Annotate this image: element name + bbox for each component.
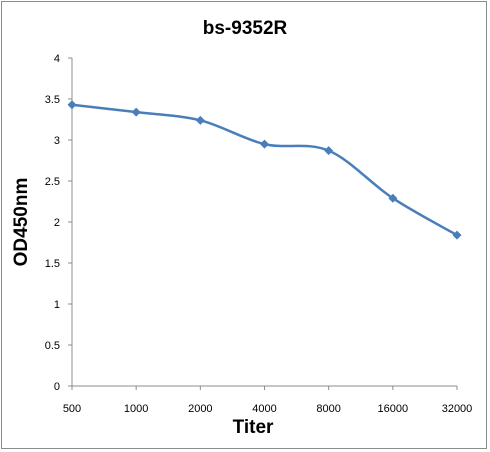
y-tick-label: 1 [54,299,60,311]
data-point [324,146,334,156]
data-point [388,193,398,203]
x-tick-label: 1000 [124,403,148,415]
x-tick-label: 500 [63,403,81,415]
x-tick-label: 16000 [378,403,409,415]
y-tick-label: 0 [54,381,60,393]
x-tick-label: 8000 [316,403,340,415]
y-tick-label: 3 [54,135,60,147]
data-point [195,115,205,125]
data-point [67,100,77,110]
y-tick-label: 0.5 [45,340,60,352]
data-point [452,230,462,240]
data-point [260,139,269,149]
x-tick-label: 2000 [188,403,212,415]
y-tick-label: 3.5 [45,94,60,106]
y-tick-label: 1.5 [45,258,60,270]
x-axis-title: Titer [233,417,274,438]
data-point [131,107,141,117]
series-markers [67,100,462,240]
x-axis-ticks: 500 1000 2000 4000 8000 16000 32000 [63,386,472,415]
y-tick-label: 2.5 [45,176,60,188]
x-tick-label: 4000 [252,403,276,415]
y-axis-title: OD450nm [11,178,32,267]
x-tick-label: 32000 [442,403,473,415]
chart-title: bs-9352R [203,18,288,39]
series-line [71,103,458,237]
y-tick-label: 2 [54,217,60,229]
y-axis-ticks: 0 0.5 1 1.5 2 2.5 3 3.5 4 [45,53,72,393]
y-tick-label: 4 [54,53,60,65]
